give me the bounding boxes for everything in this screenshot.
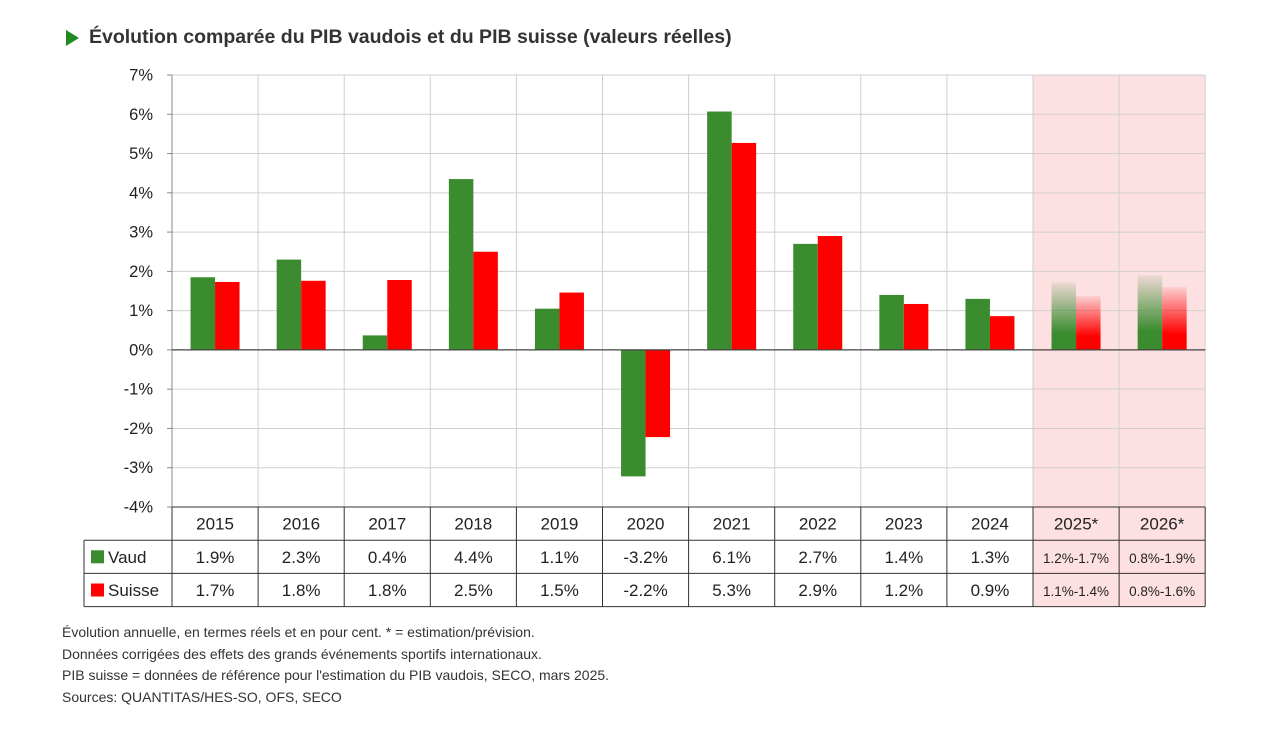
- legend-label: Suisse: [108, 581, 159, 600]
- note-line: Sources: QUANTITAS/HES-SO, OFS, SECO: [62, 688, 342, 705]
- x-tick-label: 2023: [885, 515, 923, 534]
- bar-suisse-2015: [215, 281, 240, 350]
- data-label: 2.5%: [454, 581, 493, 600]
- bar-vaud-2017: [362, 335, 388, 350]
- bar-suisse-2021: [731, 142, 757, 350]
- x-tick-label: 2024: [971, 515, 1009, 534]
- data-label: 1.1%: [540, 548, 579, 567]
- y-tick-label: 4%: [129, 184, 153, 202]
- data-label: 2.7%: [798, 548, 837, 567]
- y-tick-label: -3%: [124, 459, 154, 477]
- note-line: Évolution annuelle, en termes réels et e…: [62, 624, 535, 640]
- data-label: 0.8%-1.9%: [1129, 551, 1195, 566]
- bar-vaud-2026: [1137, 275, 1163, 350]
- data-label: 1.7%: [196, 581, 235, 600]
- note-line: PIB suisse = données de référence pour l…: [62, 667, 610, 683]
- bar-vaud-2023: [879, 294, 904, 350]
- x-tick-label: 2021: [713, 515, 751, 534]
- data-label: 1.8%: [368, 581, 407, 600]
- bar-vaud-2024: [965, 298, 990, 350]
- legend-swatch-vaud: [91, 550, 104, 564]
- data-label: 4.4%: [454, 548, 493, 567]
- note-line: Données corrigées des effets des grands …: [62, 645, 542, 662]
- data-label: -3.2%: [623, 548, 667, 567]
- y-tick-label: 5%: [129, 145, 153, 163]
- bar-vaud-2021: [707, 111, 732, 350]
- bar-suisse-2023: [903, 303, 929, 350]
- bar-suisse-2019: [559, 292, 584, 350]
- x-tick-label: 2015: [196, 515, 234, 534]
- y-tick-label: 7%: [129, 67, 153, 85]
- data-label: 1.1%-1.4%: [1043, 584, 1109, 599]
- bar-suisse-2018: [473, 251, 498, 350]
- data-label: 2.9%: [798, 581, 837, 600]
- bar-suisse-2017: [387, 280, 412, 350]
- data-label: 0.4%: [368, 548, 407, 567]
- y-tick-label: 2%: [129, 263, 153, 281]
- bar-suisse-2020: [645, 349, 671, 438]
- x-tick-label: 2025*: [1054, 515, 1099, 534]
- x-tick-label: 2016: [282, 515, 320, 534]
- legend-label: Vaud: [108, 548, 146, 567]
- y-tick-label: -4%: [124, 499, 154, 517]
- bar-vaud-2016: [276, 259, 302, 350]
- bar-suisse-2022: [817, 236, 843, 350]
- data-label: 1.3%: [971, 548, 1010, 567]
- y-tick-label: 6%: [129, 106, 153, 124]
- chart-notes: Évolution annuelle, en termes réels et e…: [62, 622, 609, 708]
- x-tick-label: 2018: [454, 515, 492, 534]
- data-label: 1.2%: [884, 581, 923, 600]
- data-label: 0.8%-1.6%: [1129, 584, 1195, 599]
- data-label: 1.5%: [540, 581, 579, 600]
- x-tick-label: 2017: [368, 515, 406, 534]
- y-tick-label: 0%: [129, 341, 153, 359]
- y-tick-label: -1%: [124, 381, 154, 399]
- data-label: 1.4%: [884, 548, 923, 567]
- x-tick-label: 2020: [627, 515, 665, 534]
- x-tick-label: 2026*: [1140, 515, 1185, 534]
- data-label: 5.3%: [712, 581, 751, 600]
- bar-suisse-2016: [301, 280, 326, 350]
- play-triangle-icon: [66, 29, 79, 46]
- bar-vaud-2020: [621, 349, 646, 477]
- bar-suisse-2026: [1162, 287, 1187, 350]
- chart-title: Évolution comparée du PIB vaudois et du …: [66, 26, 732, 49]
- data-label: -2.2%: [623, 581, 667, 600]
- x-tick-label: 2022: [799, 515, 837, 534]
- data-label: 1.2%-1.7%: [1043, 551, 1109, 566]
- x-tick-label: 2019: [541, 515, 579, 534]
- y-tick-label: -2%: [124, 420, 154, 438]
- bar-vaud-2019: [534, 308, 560, 350]
- bar-vaud-2015: [190, 277, 216, 350]
- data-label: 2.3%: [282, 548, 321, 567]
- bar-vaud-2018: [448, 179, 474, 350]
- data-label: 1.9%: [196, 548, 235, 567]
- legend-swatch-suisse: [91, 583, 104, 597]
- bar-vaud-2025: [1051, 282, 1077, 350]
- y-tick-label: 3%: [129, 224, 153, 242]
- bar-vaud-2022: [793, 243, 818, 350]
- y-tick-label: 1%: [129, 302, 153, 320]
- data-label: 0.9%: [971, 581, 1010, 600]
- bar-suisse-2025: [1076, 296, 1101, 350]
- data-label: 1.8%: [282, 581, 321, 600]
- bar-suisse-2024: [989, 316, 1015, 350]
- data-label: 6.1%: [712, 548, 751, 567]
- bar-chart: 7% 6% 5% 4% 3% 2% 1% 0% -1% -2% -3% -4% 2015 2016 201…: [83, 67, 1206, 608]
- chart-title-text: Évolution comparée du PIB vaudois et du …: [89, 26, 732, 48]
